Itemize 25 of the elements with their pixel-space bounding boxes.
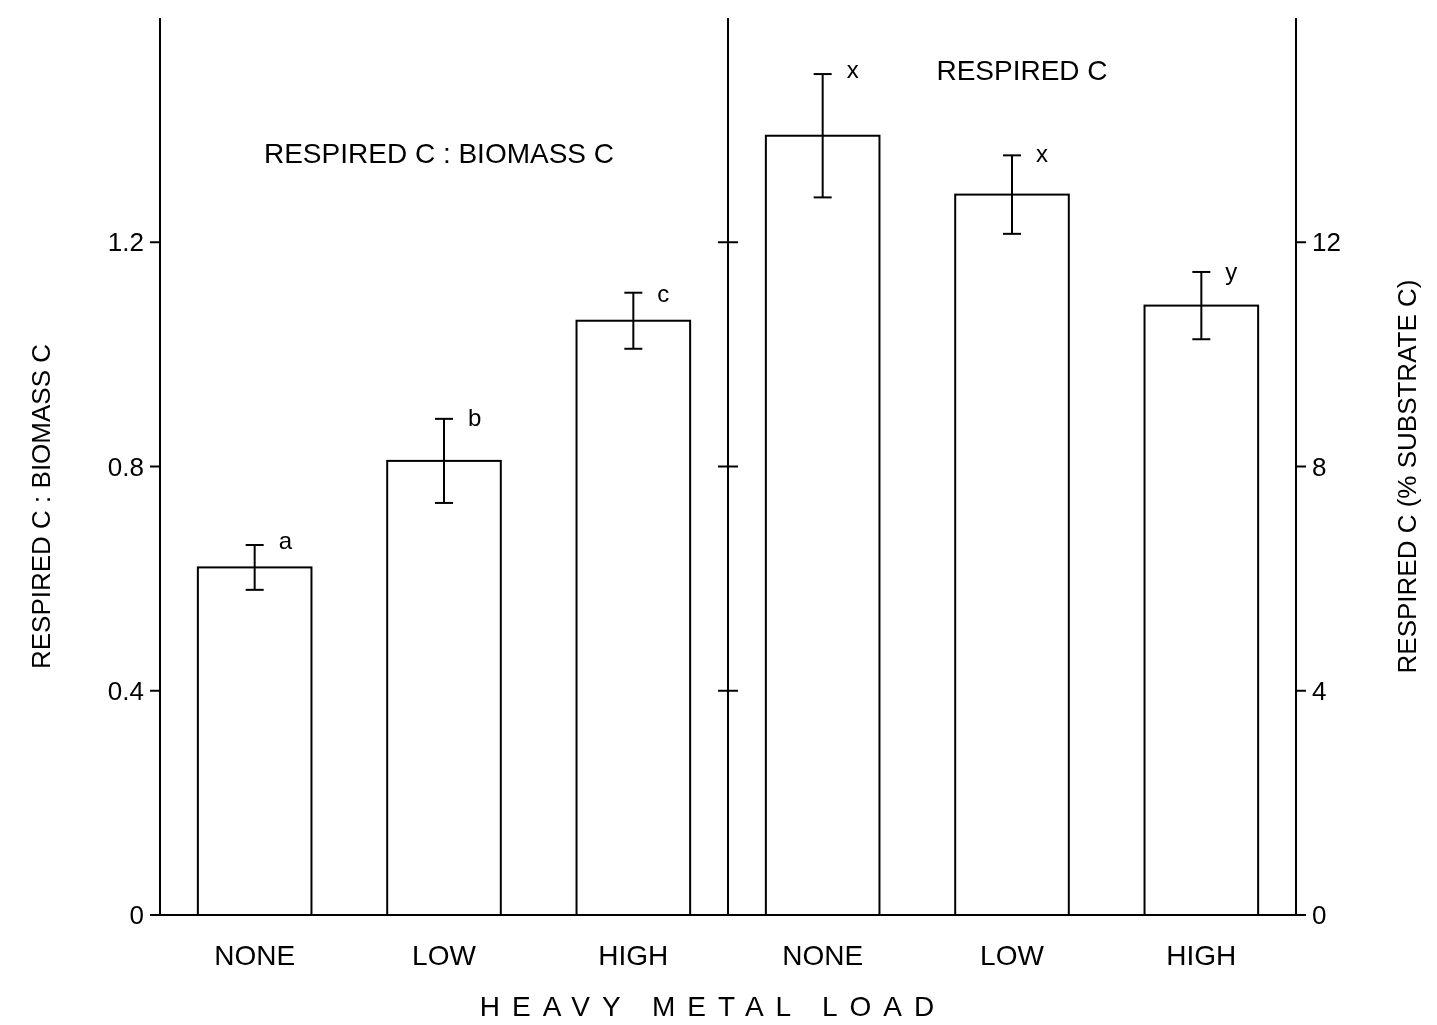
y-tick-label: 0 xyxy=(1312,900,1327,931)
annotation: y xyxy=(1225,257,1238,285)
annotation: c xyxy=(657,280,670,308)
text: RESPIRED C : BIOMASS C xyxy=(263,138,615,169)
y-tick-label: 4 xyxy=(1312,675,1327,706)
y-tick-label: 0.8 xyxy=(107,451,144,482)
x-tick-label: HIGH xyxy=(598,940,669,971)
x-axis-title: HEAVY METAL LOAD xyxy=(479,991,947,1022)
annotation: x xyxy=(1036,140,1048,168)
y-tick-label: 0.4 xyxy=(107,675,144,706)
x-tick-label: LOW xyxy=(412,940,477,971)
x-tick-label: NONE xyxy=(214,940,296,971)
x-tick-label: HIGH xyxy=(1166,940,1237,971)
annotation: a xyxy=(278,526,293,554)
annotation: b xyxy=(468,403,482,431)
y-axis-title: RESPIRED C (% SUBSTRATE C) xyxy=(1392,279,1422,674)
x-tick-label: NONE xyxy=(782,940,864,971)
y-tick-label: 8 xyxy=(1312,451,1327,482)
y-tick-label: 12 xyxy=(1312,227,1341,258)
y-tick-label: 0 xyxy=(129,900,144,931)
y-tick-label: 1.2 xyxy=(107,227,144,258)
text: RESPIRED C xyxy=(936,55,1108,86)
y-axis-title: RESPIRED C : BIOMASS C xyxy=(26,343,56,670)
x-tick-label: LOW xyxy=(980,940,1045,971)
annotation: x xyxy=(846,56,859,84)
